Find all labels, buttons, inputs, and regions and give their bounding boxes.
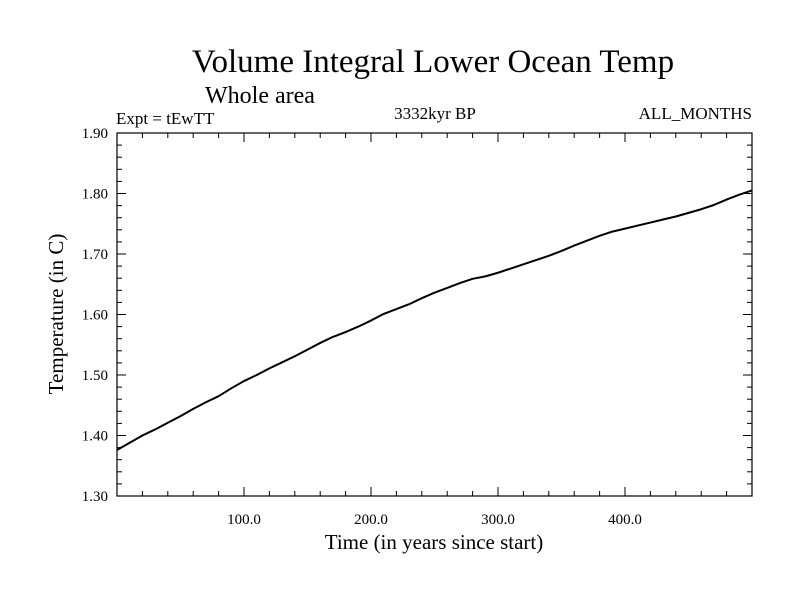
- data-point: [510, 267, 512, 270]
- data-point: [192, 408, 194, 410]
- data-point: [129, 442, 131, 444]
- data-point: [548, 255, 550, 257]
- y-tick-label: 1.50: [82, 368, 108, 384]
- data-point: [497, 272, 499, 274]
- data-point: [726, 198, 728, 201]
- x-tick-label: 300.0: [481, 512, 515, 528]
- data-point: [116, 449, 118, 451]
- x-axis-label: Time (in years since start): [325, 530, 544, 554]
- data-point: [421, 297, 423, 299]
- period-label: 3332kyr BP: [394, 104, 476, 123]
- data-point: [713, 204, 715, 206]
- y-tick-label: 1.90: [82, 126, 108, 142]
- data-point: [294, 355, 296, 357]
- data-point: [154, 428, 156, 431]
- y-tick-label: 1.30: [82, 489, 108, 505]
- chart-title: Volume Integral Lower Ocean Temp: [192, 44, 674, 80]
- data-point: [522, 263, 525, 265]
- y-axis-label: Temperature (in C): [44, 234, 68, 395]
- data-point: [700, 208, 702, 210]
- data-point: [243, 380, 245, 382]
- data-point: [383, 313, 385, 315]
- y-axis-ticks: 1.30 1.40 1.50 1.60 1.70 1.80 1.90: [82, 126, 752, 505]
- y-tick-label: 1.80: [82, 187, 108, 203]
- data-point: [408, 303, 410, 305]
- series-layer: [116, 189, 753, 451]
- data-point: [179, 415, 182, 417]
- data-point: [649, 221, 652, 224]
- data-point: [332, 336, 334, 338]
- data-point: [611, 231, 613, 233]
- chart-subtitle: Whole area: [205, 83, 315, 109]
- data-point: [624, 227, 626, 230]
- x-tick-label: 400.0: [608, 512, 642, 528]
- x-axis-ticks: 100.0 200.0 300.0 400.0: [141, 133, 728, 528]
- data-point: [268, 367, 270, 369]
- data-point: [560, 250, 563, 252]
- data-point: [319, 342, 321, 344]
- data-point: [167, 422, 169, 424]
- data-point: [141, 434, 143, 437]
- data-point: [751, 189, 753, 192]
- x-tick-label: 200.0: [354, 512, 388, 528]
- data-point: [472, 278, 474, 280]
- data-point: [357, 326, 359, 328]
- data-point: [446, 287, 448, 289]
- months-label: ALL_MONTHS: [639, 104, 752, 123]
- data-point: [459, 282, 461, 284]
- data-point: [675, 215, 677, 218]
- data-point: [573, 244, 575, 247]
- series-line-0: [116, 189, 753, 451]
- data-point: [256, 374, 258, 376]
- experiment-label: Expt = tEwTT: [116, 109, 215, 128]
- data-point: [687, 212, 690, 214]
- data-point: [281, 361, 283, 363]
- data-point: [345, 331, 347, 333]
- data-point: [738, 194, 740, 196]
- data-point: [535, 259, 537, 261]
- data-point: [230, 387, 232, 389]
- data-point: [395, 308, 397, 310]
- x-tick-label: 100.0: [227, 512, 261, 528]
- data-point: [662, 218, 664, 221]
- y-tick-label: 1.60: [82, 308, 108, 324]
- y-tick-label: 1.70: [82, 247, 108, 263]
- data-point: [370, 319, 372, 322]
- plot-frame: [116, 132, 753, 497]
- data-point: [586, 240, 588, 242]
- data-point: [599, 235, 601, 237]
- data-point: [637, 224, 639, 227]
- data-point: [484, 275, 486, 277]
- y-tick-label: 1.40: [82, 429, 108, 445]
- data-point: [433, 292, 436, 294]
- data-point: [205, 401, 207, 403]
- data-point: [218, 395, 220, 397]
- data-point: [306, 348, 309, 351]
